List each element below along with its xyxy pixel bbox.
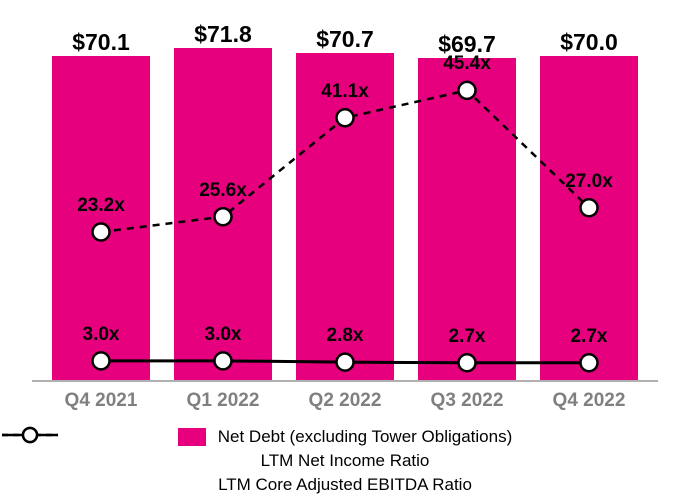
series-label-ebitda: 3.0x [163, 324, 283, 346]
legend-item: LTM Net Income Ratio [0, 449, 690, 473]
legend-label: Net Debt (excluding Tower Obligations) [218, 427, 513, 447]
category-label: Q4 2022 [519, 390, 659, 412]
legend-swatch [178, 428, 206, 446]
legend-line-icon [0, 425, 60, 445]
series-marker-ebitda [581, 354, 598, 371]
category-label: Q3 2022 [397, 390, 537, 412]
category-label: Q2 2022 [275, 390, 415, 412]
category-label: Q1 2022 [153, 390, 293, 412]
series-marker-net_income [459, 82, 476, 99]
chart-stage: $70.1$71.8$70.7$69.7$70.023.2x25.6x41.1x… [0, 0, 690, 500]
series-marker-ebitda [93, 352, 110, 369]
legend-item: Net Debt (excluding Tower Obligations) [0, 425, 690, 449]
series-label-net_income: 27.0x [529, 171, 649, 193]
series-label-ebitda: 3.0x [41, 324, 161, 346]
series-label-net_income: 45.4x [407, 53, 527, 75]
series-label-ebitda: 2.8x [285, 325, 405, 347]
series-label-net_income: 25.6x [163, 180, 283, 202]
series-label-ebitda: 2.7x [407, 326, 527, 348]
legend-label: LTM Net Income Ratio [261, 451, 430, 471]
series-marker-ebitda [459, 354, 476, 371]
legend-label: LTM Core Adjusted EBITDA Ratio [218, 475, 472, 495]
legend: Net Debt (excluding Tower Obligations) LT… [0, 425, 690, 497]
category-label: Q4 2021 [31, 390, 171, 412]
series-marker-net_income [581, 199, 598, 216]
series-marker-ebitda [215, 352, 232, 369]
series-label-net_income: 41.1x [285, 81, 405, 103]
series-marker-net_income [215, 208, 232, 225]
series-label-ebitda: 2.7x [529, 326, 649, 348]
legend-item: LTM Core Adjusted EBITDA Ratio [0, 473, 690, 497]
series-marker-net_income [93, 224, 110, 241]
series-marker-ebitda [337, 354, 354, 371]
series-label-net_income: 23.2x [41, 195, 161, 217]
series-marker-net_income [337, 109, 354, 126]
